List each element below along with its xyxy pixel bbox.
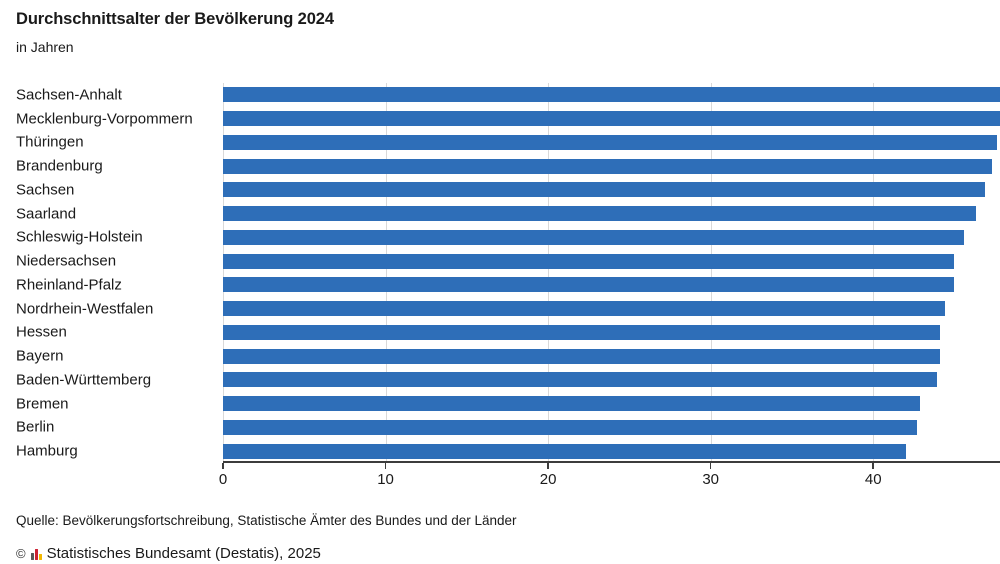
copyright-text: Statistisches Bundesamt (Destatis), 2025 (46, 545, 321, 562)
gridline-20 (548, 83, 550, 463)
x-axis-line (223, 461, 1000, 463)
copyright-symbol: © (16, 546, 26, 561)
x-axis: 0 10 20 30 40 (219, 463, 1000, 497)
x-tick-label: 20 (539, 471, 557, 488)
bar (223, 229, 965, 245)
x-tick-label: 30 (702, 471, 719, 488)
x-tick (222, 463, 224, 469)
bar (223, 396, 921, 412)
category-label: Thüringen (16, 133, 84, 151)
category-label: Saarland (16, 205, 77, 223)
category-label: Nordrhein-Westfalen (16, 300, 154, 318)
category-label: Bremen (16, 395, 69, 413)
chart-subtitle: in Jahren (16, 39, 74, 55)
bar (223, 206, 976, 222)
bar (223, 253, 955, 269)
bar (223, 301, 945, 317)
bar (223, 348, 940, 364)
bar (223, 324, 940, 340)
bar (223, 443, 906, 459)
category-label: Mecklenburg-Vorpommern (16, 110, 193, 128)
gridline-30 (710, 83, 712, 463)
chart-title: Durchschnittsalter der Bevölkerung 2024 (16, 10, 334, 28)
category-label: Berlin (16, 418, 55, 436)
category-label: Sachsen (16, 181, 75, 199)
bar (223, 182, 986, 198)
category-label: Sachsen-Anhalt (16, 86, 122, 104)
gridline-40 (873, 83, 875, 463)
x-tick-label: 0 (218, 471, 228, 488)
category-label: Niedersachsen (16, 252, 117, 270)
bar (223, 111, 1000, 127)
copyright-line: © Statistisches Bundesamt (Destatis), 20… (16, 545, 321, 562)
category-label: Hamburg (16, 442, 78, 460)
x-tick (547, 463, 549, 469)
bar (223, 87, 1000, 103)
plot-area (223, 83, 1000, 463)
x-tick-label: 40 (864, 471, 882, 488)
bar (223, 158, 992, 174)
bar (223, 419, 918, 435)
x-tick (384, 463, 387, 469)
x-tick-label: 10 (377, 471, 394, 488)
bar (223, 277, 955, 293)
gridline-0 (223, 83, 224, 463)
x-tick (872, 463, 874, 469)
bar (223, 372, 937, 388)
category-label: Rheinland-Pfalz (16, 276, 122, 294)
category-label: Hessen (16, 323, 67, 341)
category-label: Baden-Württemberg (16, 371, 152, 389)
category-label: Bayern (16, 347, 64, 365)
category-label: Brandenburg (16, 157, 103, 175)
destatis-logo-icon (30, 548, 42, 560)
category-labels: Sachsen-Anhalt Mecklenburg-Vorpommern Thür… (16, 83, 222, 463)
x-tick (709, 463, 712, 469)
gridline-10 (385, 83, 387, 463)
source-note: Quelle: Bevölkerungsfortschreibung, Stat… (16, 513, 517, 528)
bar (223, 134, 997, 150)
category-label: Schleswig-Holstein (16, 228, 143, 246)
